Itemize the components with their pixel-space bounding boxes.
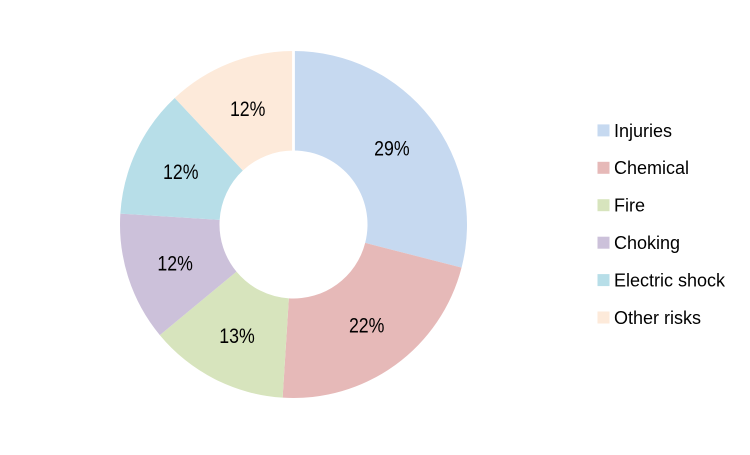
svg-text:Other risks: Other risks [614,308,701,328]
svg-text:12%: 12% [163,161,199,184]
svg-text:Electric shock: Electric shock [614,271,726,291]
svg-text:22%: 22% [349,315,385,338]
svg-text:Choking: Choking [614,233,680,253]
svg-text:12%: 12% [230,98,266,121]
svg-text:29%: 29% [374,138,410,161]
svg-text:Chemical: Chemical [614,158,689,178]
svg-text:12%: 12% [157,253,193,276]
svg-text:13%: 13% [219,325,255,348]
svg-text:Injuries: Injuries [614,121,672,141]
svg-text:Fire: Fire [614,196,645,216]
